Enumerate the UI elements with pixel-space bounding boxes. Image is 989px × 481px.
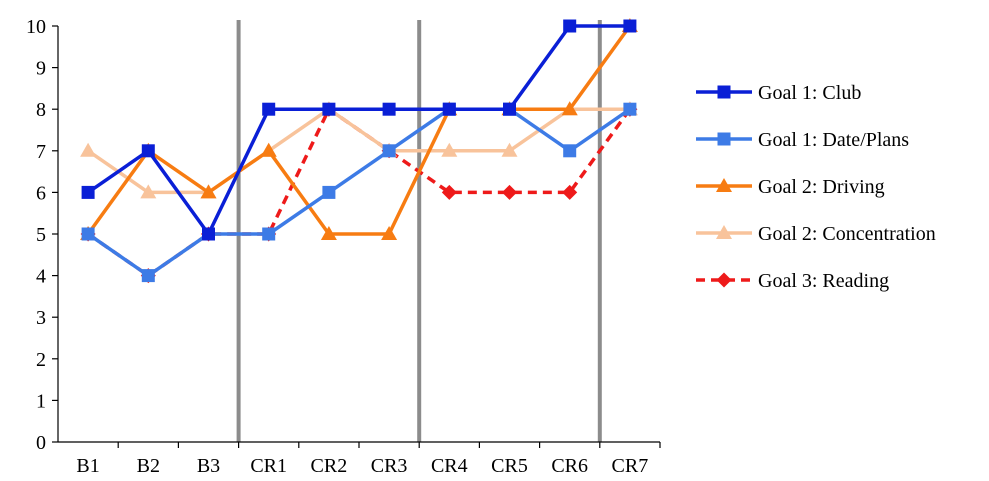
series-line: [87, 24, 630, 236]
data-point: [561, 101, 578, 116]
data-point: [501, 142, 518, 157]
data-point: [80, 142, 97, 157]
y-tick-label: 4: [36, 266, 46, 288]
data-point: [623, 102, 637, 116]
y-tick-label: 10: [26, 16, 46, 38]
data-point: [320, 226, 337, 240]
data-point: [382, 144, 396, 158]
y-tick-label: 5: [36, 224, 46, 246]
legend-label: Goal 2: Concentration: [758, 223, 936, 245]
legend-entry-1: Goal 1: Club: [696, 82, 861, 104]
data-point: [262, 102, 276, 116]
y-tick-label: 1: [36, 390, 46, 412]
series-1: [81, 19, 637, 241]
y-tick-label: 7: [36, 141, 46, 163]
legend-entry-5: Goal 3: Reading: [696, 270, 889, 292]
data-point: [81, 185, 95, 199]
data-point: [322, 185, 336, 199]
data-point: [141, 144, 155, 158]
data-point: [441, 142, 458, 157]
legend-marker: [717, 132, 731, 146]
data-point: [200, 184, 217, 199]
legend-marker: [717, 85, 731, 99]
data-point: [382, 102, 396, 116]
x-tick-label: B1: [76, 455, 99, 477]
y-tick-label: 8: [36, 99, 46, 121]
y-tick-label: 0: [36, 432, 46, 454]
legend-entry-2: Goal 1: Date/Plans: [696, 129, 909, 151]
legend-marker: [716, 225, 732, 239]
x-tick-label: CR2: [311, 455, 348, 477]
data-point: [563, 144, 577, 158]
legend-label: Goal 1: Club: [758, 82, 861, 104]
x-tick-label: CR3: [371, 455, 408, 477]
data-point: [260, 142, 277, 157]
x-tick-label: CR6: [551, 455, 588, 477]
series-line: [87, 107, 631, 278]
x-tick-label: B2: [137, 455, 160, 477]
data-point: [141, 269, 155, 283]
data-point: [81, 227, 95, 241]
axes: 0 1 2 3 4 5 6 7 8 9 10 B1 B2 B3 CR1 CR2 CR3 CR4 CR5 CR6 CR7: [26, 16, 661, 477]
legend: Goal 1: Club Goal 1: Date/Plans Goal 2: Dr…: [696, 82, 936, 292]
legend-label: Goal 1: Date/Plans: [758, 129, 909, 151]
x-tick-label: CR4: [431, 455, 468, 477]
series-group: [80, 18, 638, 284]
data-point: [441, 184, 457, 200]
phase-lines: [236, 20, 602, 442]
y-tick-label: 6: [36, 182, 46, 204]
legend-label: Goal 2: Driving: [758, 176, 885, 198]
series-line: [86, 24, 632, 236]
data-point: [322, 102, 336, 116]
data-point: [381, 226, 398, 240]
data-point: [140, 184, 157, 199]
y-tick-label: 9: [36, 58, 46, 80]
y-tick-label: 2: [36, 349, 46, 371]
x-tick-label: CR5: [491, 455, 528, 477]
x-tick-label: CR1: [250, 455, 287, 477]
data-point: [623, 19, 637, 33]
data-point: [262, 227, 276, 241]
data-point: [562, 184, 578, 200]
y-tick-label: 3: [36, 307, 46, 329]
data-point: [442, 102, 456, 116]
legend-marker: [716, 272, 732, 288]
x-tick-label: B3: [197, 455, 220, 477]
legend-entry-4: Goal 2: Concentration: [696, 223, 936, 245]
legend-entry-3: Goal 2: Driving: [696, 176, 885, 198]
data-point: [502, 184, 517, 200]
data-point: [563, 19, 577, 33]
series-4: [80, 101, 638, 199]
x-tick-label: CR7: [612, 455, 649, 477]
legend-label: Goal 3: Reading: [758, 270, 889, 292]
data-point: [202, 227, 215, 241]
data-point: [503, 102, 516, 116]
legend-marker: [716, 178, 732, 192]
